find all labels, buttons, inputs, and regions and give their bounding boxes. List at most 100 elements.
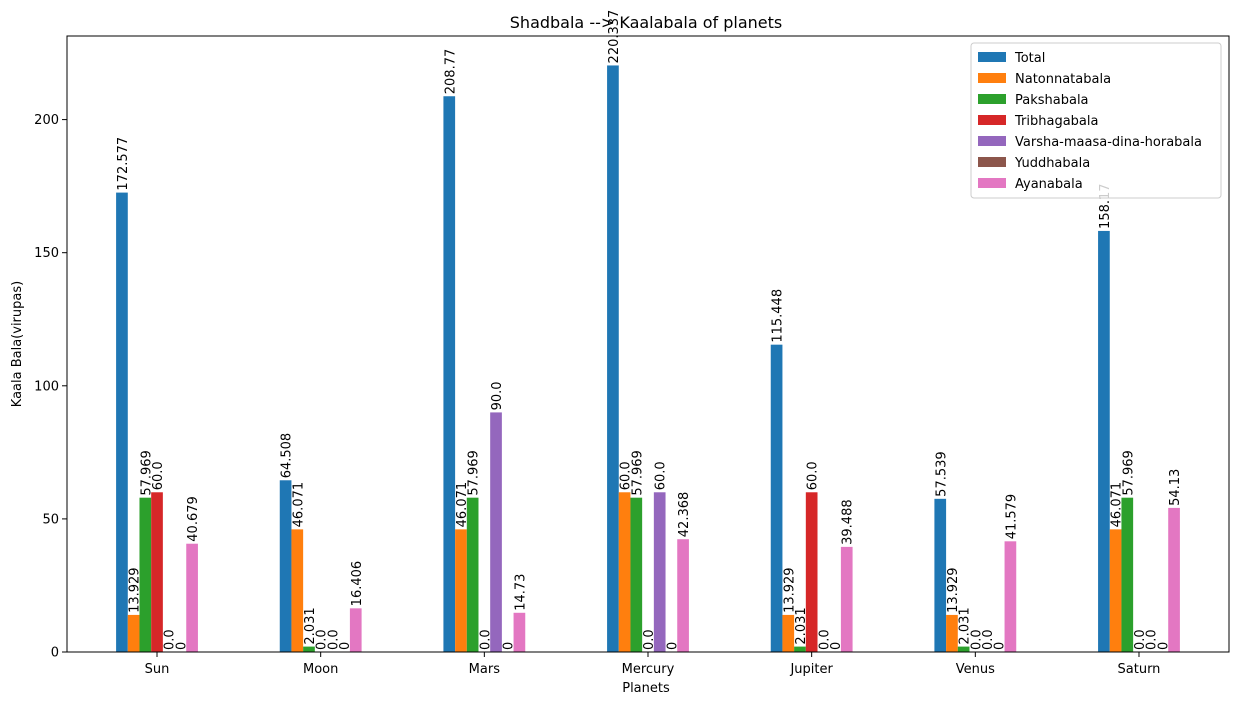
y-tick-label: 50 bbox=[42, 512, 59, 527]
legend-swatch bbox=[978, 115, 1006, 125]
x-tick-label: Saturn bbox=[1118, 662, 1161, 677]
bar-ayanabala-saturn bbox=[1168, 507, 1180, 652]
bar-value-label: 208.77 bbox=[443, 49, 458, 95]
y-tick-label: 0 bbox=[51, 646, 59, 661]
bar-value-label: 60.0 bbox=[806, 461, 821, 490]
bar-value-label: 90.0 bbox=[490, 381, 505, 410]
bar-natonnatabala-jupiter bbox=[782, 614, 795, 652]
bar-varsha-maasa-dina-horabala-mars bbox=[490, 412, 502, 652]
bar-pakshabala-saturn bbox=[1121, 497, 1134, 652]
bar-total-jupiter bbox=[770, 344, 783, 652]
x-tick-label: Jupiter bbox=[789, 662, 833, 677]
bar-ayanabala-jupiter bbox=[840, 546, 853, 652]
bar-value-label: 220.337 bbox=[607, 10, 622, 64]
x-tick-label: Mars bbox=[469, 662, 501, 677]
y-tick-label: 200 bbox=[34, 113, 59, 128]
x-axis-label: Planets bbox=[622, 681, 670, 696]
bar-ayanabala-sun bbox=[186, 543, 198, 652]
bar-ayanabala-venus bbox=[1004, 541, 1017, 652]
bar-value-label: 16.406 bbox=[350, 561, 365, 607]
bar-total-mars bbox=[443, 96, 456, 653]
bar-value-label: 0.0 bbox=[326, 629, 341, 650]
bar-labels-group: 172.577 64.508 208.77 220.337 115.448 57.539 1… bbox=[116, 10, 1183, 650]
legend-entry: Ayanabala bbox=[1015, 177, 1083, 192]
bar-value-label: 13.929 bbox=[128, 567, 143, 613]
bar-value-label: 54.13 bbox=[1168, 469, 1183, 506]
legend-entry: Pakshabala bbox=[1015, 93, 1089, 108]
bar-natonnatabala-saturn bbox=[1109, 529, 1122, 652]
bar-value-label: 0.0 bbox=[163, 629, 178, 650]
bar-value-label: 46.071 bbox=[455, 482, 470, 528]
bar-value-label: 0.0 bbox=[642, 629, 657, 650]
bar-value-label: 2.031 bbox=[794, 607, 809, 644]
bar-value-label: 57.969 bbox=[467, 450, 482, 496]
legend-box bbox=[970, 42, 1222, 199]
bar-value-label: 115.448 bbox=[771, 289, 786, 343]
x-tick-label: Mercury bbox=[622, 662, 675, 677]
legend-swatch bbox=[978, 52, 1006, 62]
y-axis-label: Kaala Bala(virupas) bbox=[10, 281, 25, 407]
y-axis: 0 50 100 150 200 bbox=[34, 113, 67, 661]
legend-entry: Total bbox=[1014, 51, 1045, 66]
bar-value-label: 40.679 bbox=[186, 496, 201, 542]
bar-value-label: 0 bbox=[338, 642, 353, 650]
bar-value-label: 0.0 bbox=[1145, 629, 1160, 650]
legend-swatch bbox=[978, 136, 1006, 146]
x-tick-label: Venus bbox=[956, 662, 995, 677]
bar-value-label: 57.539 bbox=[934, 451, 949, 497]
bar-total-moon bbox=[279, 480, 292, 652]
legend-swatch bbox=[978, 73, 1006, 83]
bar-value-label: 0.0 bbox=[1133, 629, 1148, 650]
bar-pakshabala-moon bbox=[303, 646, 315, 652]
bar-value-label: 46.071 bbox=[1110, 482, 1125, 528]
bar-value-label: 46.071 bbox=[291, 482, 306, 528]
bar-total-saturn bbox=[1098, 230, 1110, 652]
bar-ayanabala-mercury bbox=[677, 539, 689, 652]
bar-tribhagabala-jupiter bbox=[805, 492, 818, 652]
bar-value-label: 60.0 bbox=[654, 461, 669, 490]
bar-pakshabala-mars bbox=[466, 497, 479, 652]
bar-value-label: 2.031 bbox=[303, 607, 318, 644]
x-tick-label: Sun bbox=[145, 662, 170, 677]
bar-value-label: 57.969 bbox=[139, 450, 154, 496]
bar-total-sun bbox=[116, 192, 128, 652]
bar-value-label: 0 bbox=[829, 642, 844, 650]
bar-ayanabala-mars bbox=[513, 612, 526, 652]
bar-value-label: 0.0 bbox=[969, 629, 984, 650]
bar-value-label: 2.031 bbox=[958, 607, 973, 644]
bar-value-label: 172.577 bbox=[116, 137, 131, 191]
bar-value-label: 60.0 bbox=[619, 461, 634, 490]
bar-natonnatabala-moon bbox=[291, 529, 304, 652]
legend-swatch bbox=[978, 157, 1006, 167]
bar-value-label: 0.0 bbox=[478, 629, 493, 650]
bar-value-label: 0.0 bbox=[315, 629, 330, 650]
y-tick-label: 150 bbox=[34, 246, 59, 261]
bar-natonnatabala-venus bbox=[946, 614, 958, 652]
bar-varsha-maasa-dina-horabala-mercury bbox=[653, 492, 666, 652]
bar-total-mercury bbox=[607, 65, 619, 652]
bar-value-label: 0 bbox=[502, 642, 517, 650]
bars-group bbox=[116, 65, 1180, 653]
bar-value-label: 0 bbox=[1156, 642, 1171, 650]
legend-swatch bbox=[978, 178, 1006, 188]
bar-value-label: 14.73 bbox=[513, 574, 528, 611]
bar-tribhagabala-sun bbox=[151, 492, 163, 652]
x-axis: Sun Moon Mars Mercury Jupiter Venus Saturn bbox=[145, 652, 1161, 677]
bar-ayanabala-moon bbox=[349, 608, 362, 652]
bar-value-label: 0 bbox=[993, 642, 1008, 650]
legend-entry: Yuddhabala bbox=[1014, 156, 1090, 171]
bar-value-label: 0.0 bbox=[981, 629, 996, 650]
bar-natonnatabala-mars bbox=[455, 529, 467, 652]
x-tick-label: Moon bbox=[303, 662, 338, 677]
legend-entry: Natonnatabala bbox=[1015, 72, 1111, 87]
bar-value-label: 0 bbox=[174, 642, 189, 650]
bar-pakshabala-sun bbox=[139, 497, 152, 652]
bar-value-label: 64.508 bbox=[280, 433, 295, 479]
bar-value-label: 42.368 bbox=[677, 492, 692, 538]
y-tick-label: 100 bbox=[34, 379, 59, 394]
bar-value-label: 41.579 bbox=[1004, 494, 1019, 540]
bar-value-label: 13.929 bbox=[782, 567, 797, 613]
bar-pakshabala-jupiter bbox=[794, 646, 806, 652]
bar-value-label: 57.969 bbox=[1121, 450, 1136, 496]
